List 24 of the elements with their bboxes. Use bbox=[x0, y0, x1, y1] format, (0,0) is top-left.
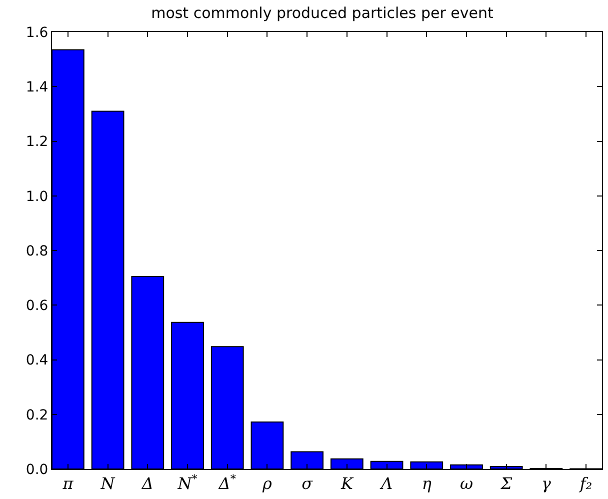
x-tick-label: Δ bbox=[140, 474, 154, 494]
x-tick-label: N$^{*}$ bbox=[176, 472, 198, 494]
chart-title: most commonly produced particles per event bbox=[151, 4, 494, 22]
y-tick-label: 1.6 bbox=[26, 24, 48, 41]
x-tick-label: K bbox=[340, 474, 354, 494]
y-tick-label: 1.0 bbox=[26, 188, 48, 205]
y-tick-label: 1.4 bbox=[26, 80, 48, 96]
x-tick-label: η bbox=[422, 474, 432, 494]
x-tick-label: σ bbox=[302, 474, 314, 494]
y-tick-label: 1.2 bbox=[26, 134, 48, 150]
y-tick-label: 0.2 bbox=[26, 407, 48, 424]
y-tick-label: 0.8 bbox=[26, 243, 48, 260]
y-tick-label: 0.6 bbox=[26, 298, 48, 314]
x-tick-label: N bbox=[100, 474, 116, 494]
x-tick-label: f₂ bbox=[578, 474, 592, 494]
x-tick-label: π bbox=[62, 474, 74, 494]
x-tick-label: ω bbox=[460, 474, 474, 494]
x-tick-label: ρ bbox=[262, 474, 273, 494]
y-tick-label: 0.4 bbox=[26, 352, 48, 369]
y-tick-label: 0.0 bbox=[26, 462, 48, 478]
x-tick-label: Δ$^{*}$ bbox=[218, 472, 236, 494]
x-tick-label: Λ bbox=[379, 474, 393, 494]
x-tick-label: Σ bbox=[500, 474, 513, 494]
x-tick-label: γ bbox=[541, 474, 552, 494]
